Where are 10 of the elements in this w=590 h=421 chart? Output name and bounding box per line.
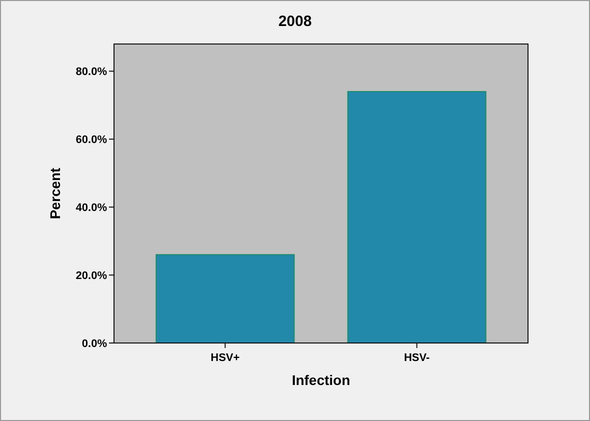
x-tick-label: HSV+ (210, 352, 240, 364)
y-tick-label: 40.0% (76, 202, 108, 214)
chart-title: 2008 (278, 13, 312, 30)
y-tick-label: 60.0% (76, 134, 108, 146)
y-tick-label: 0.0% (82, 338, 108, 350)
y-axis-title: Percent (47, 167, 63, 220)
y-tick-label: 20.0% (76, 270, 108, 282)
x-tick-label: HSV- (404, 352, 430, 364)
x-axis-title: Infection (292, 372, 350, 388)
y-tick-label: 80.0% (76, 66, 108, 78)
